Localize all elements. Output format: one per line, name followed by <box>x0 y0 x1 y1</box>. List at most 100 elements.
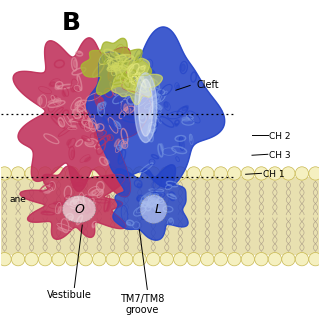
Circle shape <box>79 167 92 180</box>
Ellipse shape <box>137 197 140 201</box>
Bar <box>1 178 319 255</box>
Ellipse shape <box>135 73 157 142</box>
Circle shape <box>133 167 146 180</box>
Ellipse shape <box>154 93 158 97</box>
Ellipse shape <box>90 191 96 196</box>
Ellipse shape <box>113 66 117 68</box>
Ellipse shape <box>68 200 77 204</box>
Ellipse shape <box>154 114 157 118</box>
Text: ane: ane <box>9 195 26 204</box>
Circle shape <box>174 252 187 266</box>
Circle shape <box>160 252 173 266</box>
Ellipse shape <box>74 184 80 186</box>
Polygon shape <box>20 166 126 239</box>
Ellipse shape <box>70 200 77 204</box>
Ellipse shape <box>148 112 152 116</box>
Circle shape <box>241 167 254 180</box>
Ellipse shape <box>85 157 91 162</box>
Ellipse shape <box>124 108 131 113</box>
Polygon shape <box>87 27 225 188</box>
Ellipse shape <box>135 81 139 86</box>
Ellipse shape <box>140 200 144 206</box>
Circle shape <box>147 252 160 266</box>
Ellipse shape <box>42 211 50 213</box>
Ellipse shape <box>141 65 146 70</box>
Ellipse shape <box>142 202 150 205</box>
Text: CH 3: CH 3 <box>269 151 291 160</box>
Ellipse shape <box>118 147 121 150</box>
Ellipse shape <box>86 212 89 214</box>
Circle shape <box>66 167 79 180</box>
Ellipse shape <box>96 132 103 136</box>
Circle shape <box>52 167 65 180</box>
Ellipse shape <box>155 203 162 206</box>
Ellipse shape <box>139 75 143 79</box>
Circle shape <box>268 252 282 266</box>
Ellipse shape <box>139 75 145 83</box>
Ellipse shape <box>48 99 59 103</box>
Ellipse shape <box>169 218 172 222</box>
Ellipse shape <box>79 119 84 125</box>
Circle shape <box>228 167 241 180</box>
Circle shape <box>309 252 320 266</box>
Ellipse shape <box>58 228 67 232</box>
Ellipse shape <box>120 75 126 79</box>
Circle shape <box>0 252 11 266</box>
Circle shape <box>25 252 38 266</box>
Ellipse shape <box>128 117 138 120</box>
Ellipse shape <box>144 192 151 198</box>
Ellipse shape <box>95 96 101 106</box>
Ellipse shape <box>108 66 116 69</box>
Ellipse shape <box>93 202 96 204</box>
Ellipse shape <box>151 99 160 104</box>
Ellipse shape <box>137 97 140 101</box>
Ellipse shape <box>108 71 111 78</box>
Ellipse shape <box>140 113 144 119</box>
Ellipse shape <box>62 91 66 97</box>
Ellipse shape <box>100 190 103 193</box>
Circle shape <box>12 167 25 180</box>
Ellipse shape <box>126 63 134 69</box>
Ellipse shape <box>136 55 140 65</box>
Ellipse shape <box>58 207 61 213</box>
Circle shape <box>174 167 187 180</box>
Ellipse shape <box>74 60 77 68</box>
Ellipse shape <box>127 59 134 67</box>
Ellipse shape <box>131 96 136 100</box>
Ellipse shape <box>135 59 139 63</box>
Circle shape <box>120 252 133 266</box>
Ellipse shape <box>139 79 153 136</box>
Ellipse shape <box>182 106 188 111</box>
Ellipse shape <box>153 191 156 195</box>
Ellipse shape <box>177 85 179 89</box>
Circle shape <box>295 252 308 266</box>
Circle shape <box>201 167 214 180</box>
Ellipse shape <box>152 111 157 117</box>
Text: CH 1: CH 1 <box>263 170 285 179</box>
Circle shape <box>92 252 106 266</box>
Ellipse shape <box>103 118 109 125</box>
Circle shape <box>214 252 228 266</box>
Ellipse shape <box>38 97 42 105</box>
Ellipse shape <box>90 196 94 206</box>
Circle shape <box>52 252 65 266</box>
Ellipse shape <box>74 119 82 122</box>
Ellipse shape <box>108 59 111 66</box>
Text: Cleft: Cleft <box>196 80 219 91</box>
Circle shape <box>133 252 146 266</box>
Ellipse shape <box>77 51 81 53</box>
Ellipse shape <box>55 85 60 90</box>
Text: Vestibule: Vestibule <box>47 290 92 300</box>
Ellipse shape <box>88 119 93 127</box>
Ellipse shape <box>118 151 123 160</box>
Ellipse shape <box>170 194 176 197</box>
Circle shape <box>268 167 282 180</box>
Circle shape <box>295 167 308 180</box>
Ellipse shape <box>158 105 163 108</box>
Ellipse shape <box>74 110 78 116</box>
Polygon shape <box>81 38 152 95</box>
Text: CH 2: CH 2 <box>269 132 291 141</box>
Ellipse shape <box>127 64 134 73</box>
Ellipse shape <box>107 136 110 140</box>
Ellipse shape <box>59 121 62 127</box>
